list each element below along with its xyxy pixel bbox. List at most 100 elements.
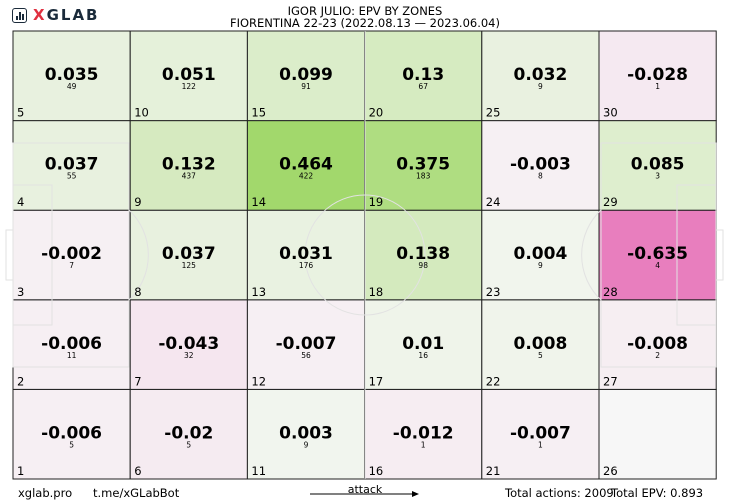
zone-epv-value-25: 0.032 (514, 65, 568, 85)
zone-action-count-17: 16 (418, 351, 428, 360)
zone-epv-value-6: -0.02 (164, 423, 213, 443)
zone-cell-17 (364, 299, 483, 390)
zone-number-16: 16 (369, 464, 384, 478)
total-actions: Total actions: 2009 (505, 486, 614, 500)
zone-cell-28 (598, 209, 717, 301)
zone-epv-value-17: 0.01 (402, 334, 444, 354)
zone-cell-10 (129, 30, 248, 122)
zone-action-count-25: 9 (538, 82, 543, 91)
zone-action-count-1: 5 (69, 440, 74, 449)
zone-cell-2 (12, 299, 131, 390)
zone-action-count-4: 55 (67, 172, 77, 181)
zone-number-14: 14 (251, 195, 266, 209)
zone-action-count-21: 1 (538, 440, 543, 449)
attack-label: attack (347, 483, 383, 496)
zone-number-27: 27 (603, 374, 618, 388)
zone-cell-24 (481, 120, 600, 211)
zone-number-4: 4 (17, 195, 24, 209)
zone-action-count-3: 7 (69, 261, 74, 270)
zone-epv-value-10: 0.051 (162, 65, 216, 85)
zone-epv-value-8: 0.037 (162, 244, 216, 264)
zone-action-count-5: 49 (67, 82, 77, 91)
bot-link[interactable]: t.me/xGLabBot (93, 486, 180, 500)
zone-epv-value-19: 0.375 (396, 155, 450, 175)
zone-number-18: 18 (369, 285, 384, 299)
zone-number-15: 15 (251, 106, 266, 120)
zone-cell-8 (129, 209, 248, 301)
zone-cell-15 (246, 30, 366, 122)
zone-epv-value-5: 0.035 (45, 65, 99, 85)
zone-cell-7 (129, 299, 248, 390)
zone-number-6: 6 (134, 464, 141, 478)
zone-cell-18 (364, 209, 483, 301)
zone-epv-value-14: 0.464 (279, 155, 333, 175)
zone-epv-value-30: -0.028 (627, 65, 688, 85)
zone-cell-21 (481, 388, 600, 480)
zone-number-29: 29 (603, 195, 618, 209)
zone-cell-23 (481, 209, 600, 301)
zone-epv-value-7: -0.043 (158, 334, 219, 354)
zone-action-count-9: 437 (182, 172, 197, 181)
zone-action-count-28: 4 (655, 261, 660, 270)
zone-cell-25 (481, 30, 600, 122)
zone-cells (12, 30, 717, 480)
site-link[interactable]: xglab.pro (18, 486, 73, 500)
zone-number-2: 2 (17, 374, 24, 388)
zone-epv-value-3: -0.002 (41, 244, 102, 264)
zone-number-23: 23 (486, 285, 501, 299)
zone-number-7: 7 (134, 374, 141, 388)
zone-number-26: 26 (603, 464, 618, 478)
zone-epv-value-1: -0.006 (41, 423, 102, 443)
zone-cell-3 (12, 209, 131, 301)
zone-epv-value-11: 0.003 (279, 423, 333, 443)
zone-labels: -0.00651-0.006112-0.002730.0375540.03549… (17, 65, 688, 478)
zone-cell-30 (598, 30, 717, 122)
zone-epv-value-16: -0.012 (393, 423, 454, 443)
zone-action-count-6: 5 (186, 440, 191, 449)
zone-number-3: 3 (17, 285, 24, 299)
zone-epv-value-15: 0.099 (279, 65, 333, 85)
zone-cell-5 (12, 30, 131, 122)
zone-number-10: 10 (134, 106, 149, 120)
zone-cell-13 (246, 209, 366, 301)
zone-action-count-11: 9 (304, 440, 309, 449)
zone-number-20: 20 (369, 106, 384, 120)
zone-action-count-18: 98 (418, 261, 428, 270)
zone-number-11: 11 (251, 464, 266, 478)
zone-cell-14 (246, 120, 366, 211)
zone-action-count-10: 122 (182, 82, 197, 91)
chart-title: IGOR JULIO: EPV BY ZONES (287, 4, 443, 18)
zone-number-17: 17 (369, 374, 384, 388)
zone-cell-12 (246, 299, 366, 390)
zone-action-count-7: 32 (184, 351, 194, 360)
zone-action-count-15: 91 (301, 82, 311, 91)
zone-action-count-24: 8 (538, 172, 543, 181)
zone-action-count-19: 183 (416, 172, 431, 181)
zone-cell-6 (129, 388, 248, 480)
zone-number-25: 25 (486, 106, 501, 120)
zone-action-count-16: 1 (421, 440, 426, 449)
zone-action-count-27: 2 (655, 351, 660, 360)
zone-action-count-2: 11 (67, 351, 77, 360)
zone-number-22: 22 (486, 374, 501, 388)
zone-epv-value-24: -0.003 (510, 155, 571, 175)
zone-number-1: 1 (17, 464, 24, 478)
zone-epv-value-13: 0.031 (279, 244, 333, 264)
zone-action-count-22: 5 (538, 351, 543, 360)
attack-arrow (310, 491, 419, 497)
zone-number-28: 28 (603, 285, 618, 299)
zone-action-count-8: 125 (182, 261, 197, 270)
zone-number-8: 8 (134, 285, 141, 299)
zone-cell-26 (598, 388, 717, 480)
zone-action-count-13: 176 (299, 261, 314, 270)
zone-number-12: 12 (251, 374, 266, 388)
zone-epv-value-9: 0.132 (162, 155, 216, 175)
zone-action-count-30: 1 (655, 82, 660, 91)
zone-epv-value-2: -0.006 (41, 334, 102, 354)
zone-epv-value-18: 0.138 (396, 244, 450, 264)
zone-cell-9 (129, 120, 248, 211)
xglab-logo: XGLAB (12, 6, 100, 24)
zone-action-count-20: 67 (418, 82, 428, 91)
pitch-markings (5, 31, 724, 479)
